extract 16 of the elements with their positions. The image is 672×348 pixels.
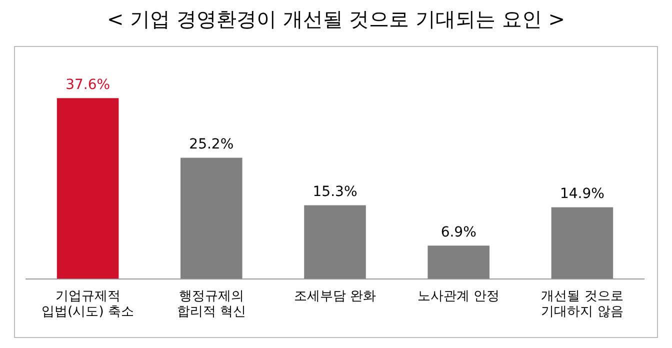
chart-title: < 기업 경영환경이 개선될 것으로 기대되는 요인 > <box>106 6 566 33</box>
data-label: 25.2% <box>189 136 234 152</box>
data-label: 14.9% <box>560 186 604 202</box>
x-tick-label: 기업규제적 입법(시도) 축소 <box>42 288 134 320</box>
data-label: 6.9% <box>440 224 476 240</box>
x-tick-label: 개선될 것으로 기대하지 않음 <box>541 288 624 320</box>
data-label: 37.6% <box>66 76 110 93</box>
bar <box>551 207 614 279</box>
bar <box>428 246 490 279</box>
x-tick-label: 행정규제의 합리적 혁신 <box>176 288 246 320</box>
data-label: 15.3% <box>312 184 358 200</box>
bar <box>180 158 242 279</box>
x-tick-label: 노사관계 안정 <box>418 288 500 304</box>
bar <box>56 98 119 279</box>
bar <box>304 205 366 279</box>
x-tick-label: 조세부담 완화 <box>294 288 376 304</box>
